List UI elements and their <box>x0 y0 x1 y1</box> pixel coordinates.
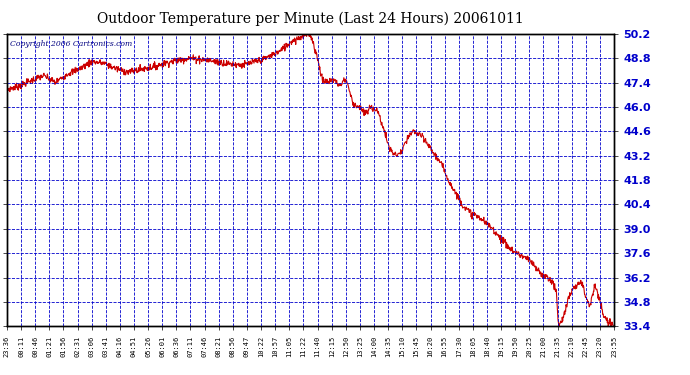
Text: Outdoor Temperature per Minute (Last 24 Hours) 20061011: Outdoor Temperature per Minute (Last 24 … <box>97 11 524 26</box>
Text: Copyright 2006 Cartronics.com: Copyright 2006 Cartronics.com <box>10 40 132 48</box>
